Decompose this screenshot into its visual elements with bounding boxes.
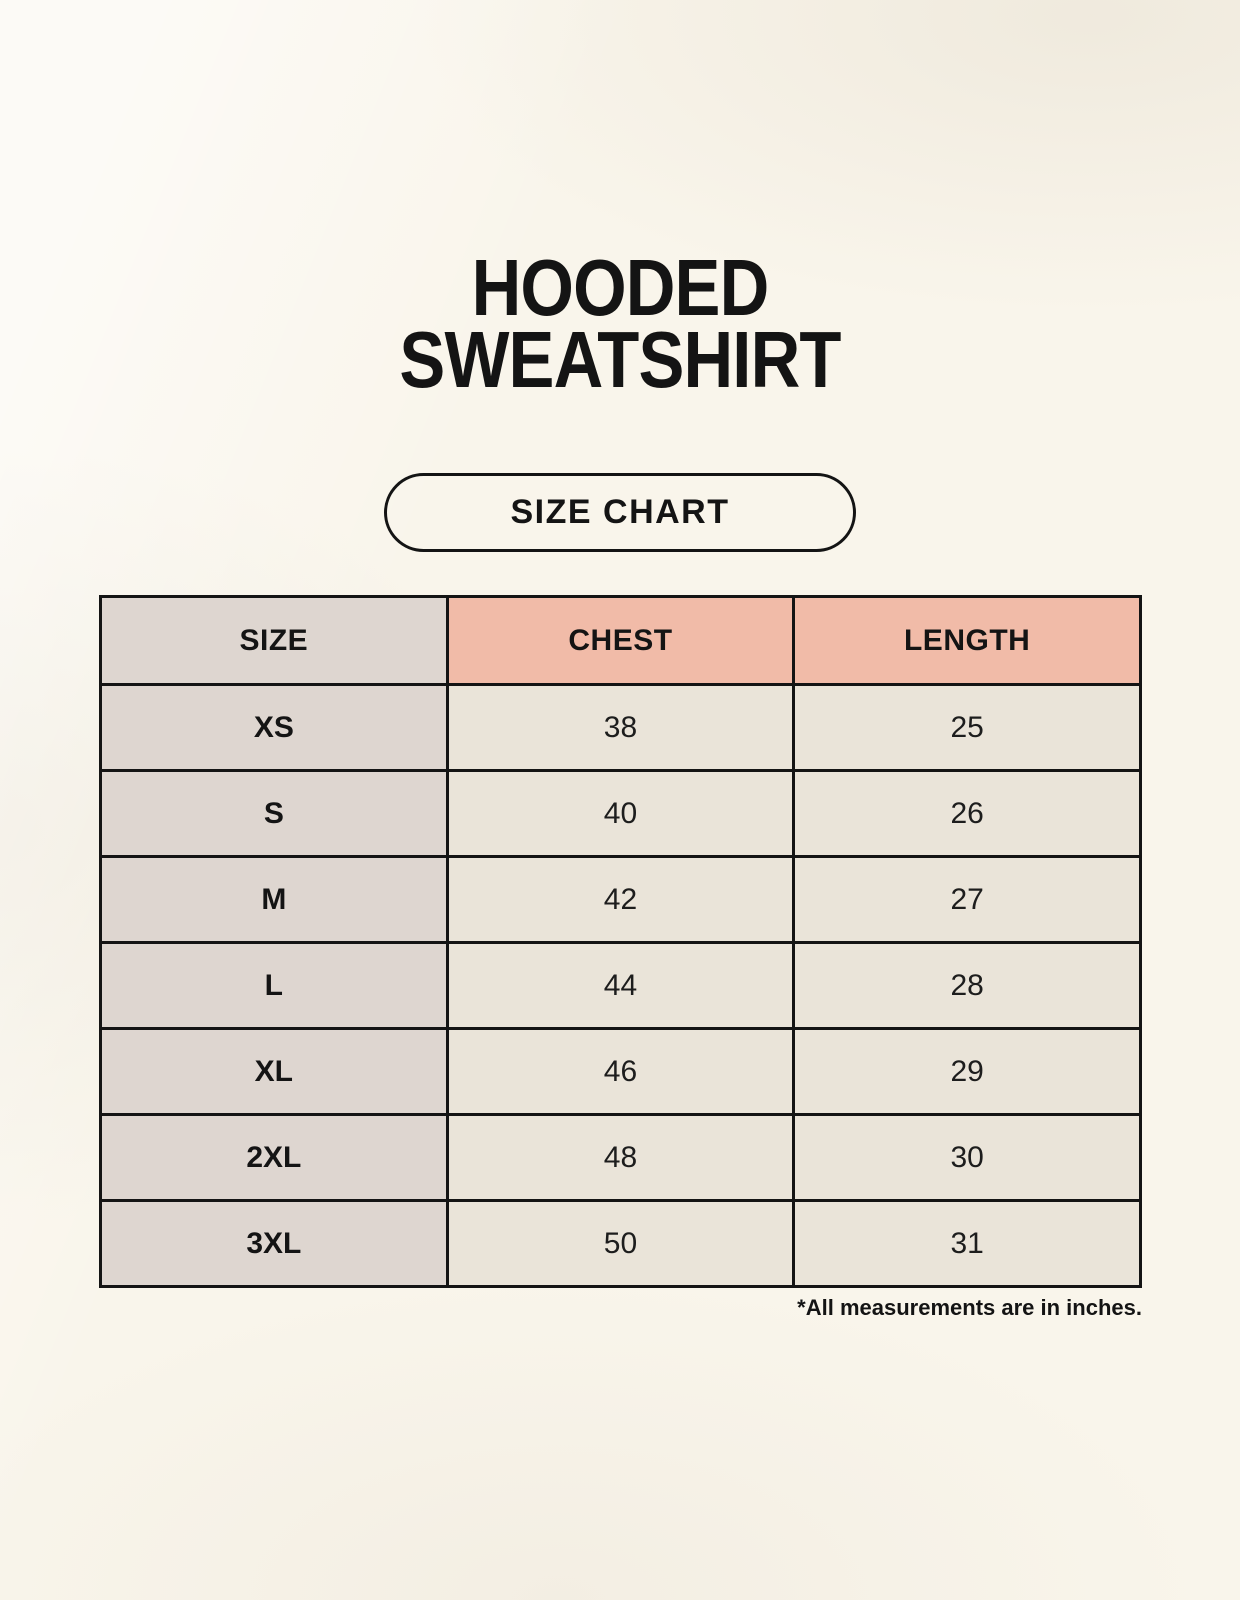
page-title-line-2: SWEATSHIRT	[399, 315, 841, 404]
table-row: M 42 27	[99, 855, 1142, 944]
page-title: HOODED SWEATSHIRT	[87, 243, 1153, 404]
chest-cell: 38	[445, 683, 796, 772]
chest-cell: 44	[445, 941, 796, 1030]
chest-cell: 42	[445, 855, 796, 944]
header-row: SIZE CHEST LENGTH	[99, 595, 1142, 686]
length-cell: 26	[792, 769, 1142, 858]
table-row: 2XL 48 30	[99, 1113, 1142, 1202]
table-row: S 40 26	[99, 769, 1142, 858]
length-cell: 29	[792, 1027, 1142, 1116]
size-cell: 2XL	[99, 1113, 449, 1202]
col-header-size: SIZE	[99, 595, 449, 686]
size-chart-badge[interactable]: SIZE CHART	[384, 473, 856, 552]
length-cell: 31	[792, 1199, 1142, 1288]
table-row: XL 46 29	[99, 1027, 1142, 1116]
size-cell: S	[99, 769, 449, 858]
col-header-chest: CHEST	[445, 595, 796, 686]
chest-cell: 48	[445, 1113, 796, 1202]
length-cell: 30	[792, 1113, 1142, 1202]
length-cell: 27	[792, 855, 1142, 944]
size-cell: M	[99, 855, 449, 944]
measurements-note: *All measurements are in inches.	[797, 1295, 1142, 1320]
table-row: XS 38 25	[99, 683, 1142, 772]
table-body: XS 38 25 S 40 26 M 42 27 L 44 28 XL 46	[99, 683, 1142, 1288]
length-cell: 25	[792, 683, 1142, 772]
chest-cell: 46	[445, 1027, 796, 1116]
chest-cell: 50	[445, 1199, 796, 1288]
table-row: 3XL 50 31	[99, 1199, 1142, 1288]
size-cell: L	[99, 941, 449, 1030]
table-header: SIZE CHEST LENGTH	[99, 595, 1142, 686]
length-cell: 28	[792, 941, 1142, 1030]
size-cell: 3XL	[99, 1199, 449, 1288]
chest-cell: 40	[445, 769, 796, 858]
size-chart-table: SIZE CHEST LENGTH XS 38 25 S 40 26 M 42 …	[99, 595, 1142, 1288]
size-cell: XL	[99, 1027, 449, 1116]
col-header-length: LENGTH	[792, 595, 1142, 686]
page-title-line-1: HOODED	[471, 243, 770, 332]
size-cell: XS	[99, 683, 449, 772]
table-row: L 44 28	[99, 941, 1142, 1030]
